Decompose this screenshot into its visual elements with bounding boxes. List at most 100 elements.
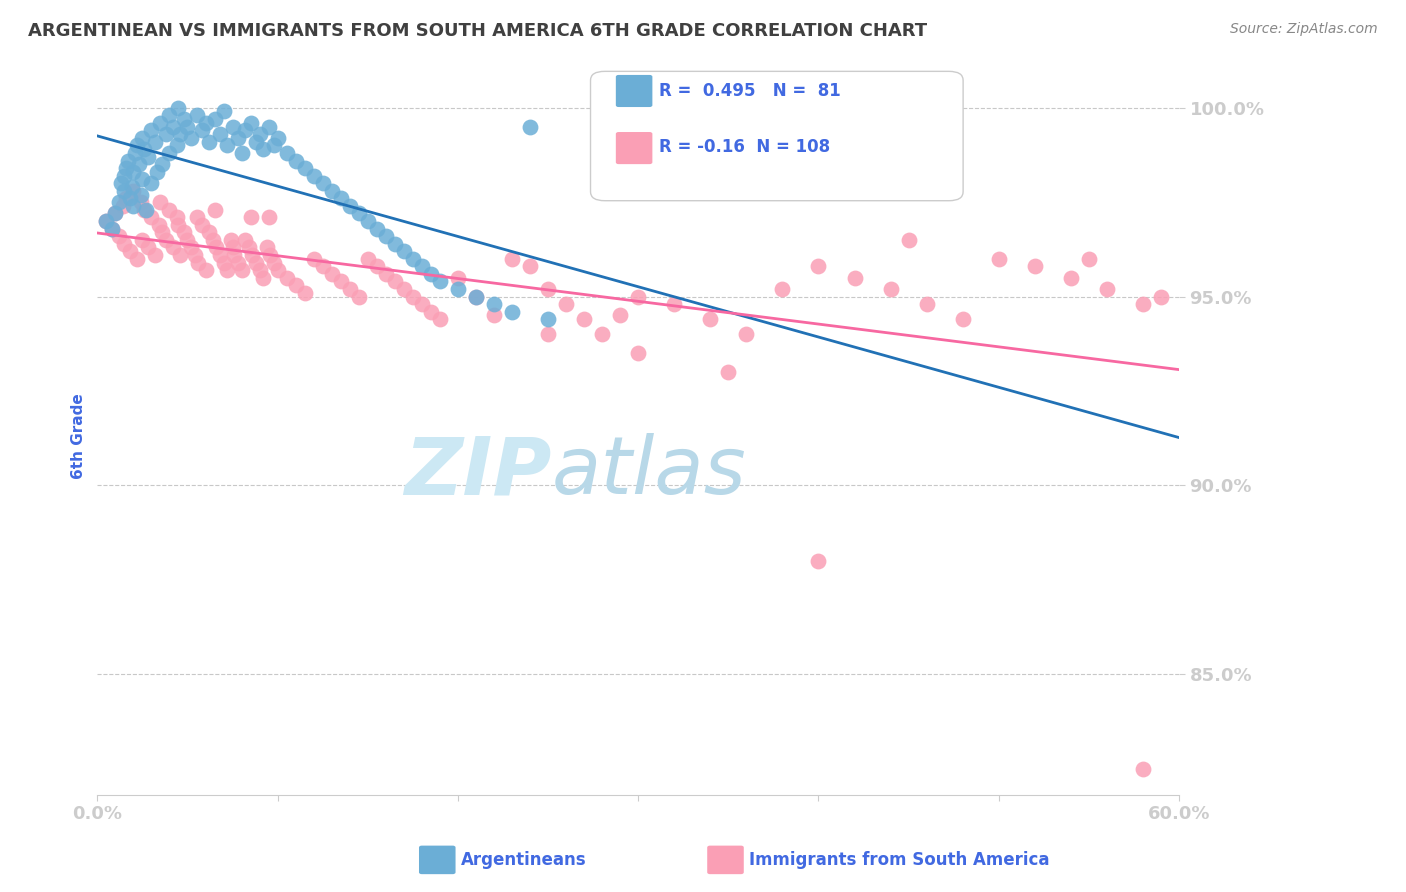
- Point: [1132, 762, 1154, 776]
- Point: [194, 263, 217, 277]
- Point: [141, 123, 163, 137]
- Point: [1095, 282, 1118, 296]
- Point: [1150, 289, 1173, 303]
- Point: [294, 285, 316, 300]
- Point: [339, 282, 361, 296]
- Point: [735, 327, 758, 342]
- Text: Immigrants from South America: Immigrants from South America: [749, 851, 1050, 869]
- Point: [108, 229, 131, 244]
- Point: [664, 297, 686, 311]
- Point: [100, 221, 122, 235]
- Point: [96, 214, 118, 228]
- Point: [245, 255, 267, 269]
- Point: [447, 282, 470, 296]
- Text: ZIP: ZIP: [405, 434, 551, 511]
- Point: [183, 248, 205, 262]
- Point: [224, 248, 246, 262]
- Point: [201, 233, 224, 247]
- Point: [447, 270, 470, 285]
- Point: [897, 233, 920, 247]
- Point: [166, 138, 188, 153]
- Point: [249, 263, 271, 277]
- Point: [482, 297, 505, 311]
- Point: [131, 172, 153, 186]
- Point: [155, 127, 177, 141]
- Point: [169, 248, 191, 262]
- Point: [321, 267, 343, 281]
- Point: [419, 304, 441, 318]
- Point: [266, 263, 288, 277]
- Point: [252, 270, 274, 285]
- Point: [135, 202, 157, 217]
- Point: [155, 233, 177, 247]
- Text: atlas: atlas: [551, 434, 747, 511]
- Point: [537, 327, 560, 342]
- Point: [384, 274, 406, 288]
- Text: Source: ZipAtlas.com: Source: ZipAtlas.com: [1230, 22, 1378, 37]
- Point: [807, 554, 830, 568]
- Point: [159, 108, 181, 122]
- Point: [208, 248, 231, 262]
- Point: [167, 218, 190, 232]
- Point: [134, 142, 156, 156]
- Point: [125, 252, 148, 266]
- Point: [180, 240, 202, 254]
- Point: [347, 289, 370, 303]
- Point: [374, 267, 396, 281]
- Point: [131, 131, 153, 145]
- Point: [302, 169, 325, 183]
- Point: [366, 221, 388, 235]
- Point: [212, 104, 235, 119]
- Point: [194, 116, 217, 130]
- Point: [208, 127, 231, 141]
- Point: [104, 206, 127, 220]
- Point: [198, 225, 221, 239]
- Point: [221, 240, 243, 254]
- Point: [591, 327, 613, 342]
- Point: [118, 191, 141, 205]
- Point: [212, 255, 235, 269]
- Point: [263, 138, 285, 153]
- Point: [122, 165, 145, 179]
- Point: [186, 210, 208, 224]
- Point: [104, 206, 127, 220]
- Point: [357, 252, 380, 266]
- Point: [392, 244, 415, 259]
- Point: [124, 146, 146, 161]
- Point: [537, 282, 560, 296]
- Point: [952, 312, 974, 326]
- Point: [134, 202, 156, 217]
- Point: [141, 210, 163, 224]
- Point: [555, 297, 578, 311]
- Point: [429, 274, 451, 288]
- Point: [191, 218, 214, 232]
- Point: [239, 116, 262, 130]
- Point: [501, 304, 523, 318]
- Point: [233, 233, 256, 247]
- Point: [217, 263, 239, 277]
- Point: [129, 195, 152, 210]
- Point: [627, 346, 650, 360]
- Point: [284, 153, 307, 168]
- Point: [321, 184, 343, 198]
- Point: [118, 244, 141, 259]
- Point: [122, 199, 145, 213]
- Point: [239, 210, 262, 224]
- Point: [173, 112, 195, 126]
- Point: [257, 210, 280, 224]
- Point: [226, 131, 249, 145]
- Point: [572, 312, 595, 326]
- Point: [148, 218, 170, 232]
- Point: [231, 146, 253, 161]
- Point: [402, 289, 425, 303]
- Point: [1060, 270, 1083, 285]
- Point: [257, 120, 280, 134]
- Point: [136, 150, 159, 164]
- Point: [392, 282, 415, 296]
- Point: [249, 127, 271, 141]
- Point: [150, 157, 173, 171]
- Point: [122, 184, 145, 198]
- Point: [429, 312, 451, 326]
- Point: [198, 135, 221, 149]
- Point: [627, 289, 650, 303]
